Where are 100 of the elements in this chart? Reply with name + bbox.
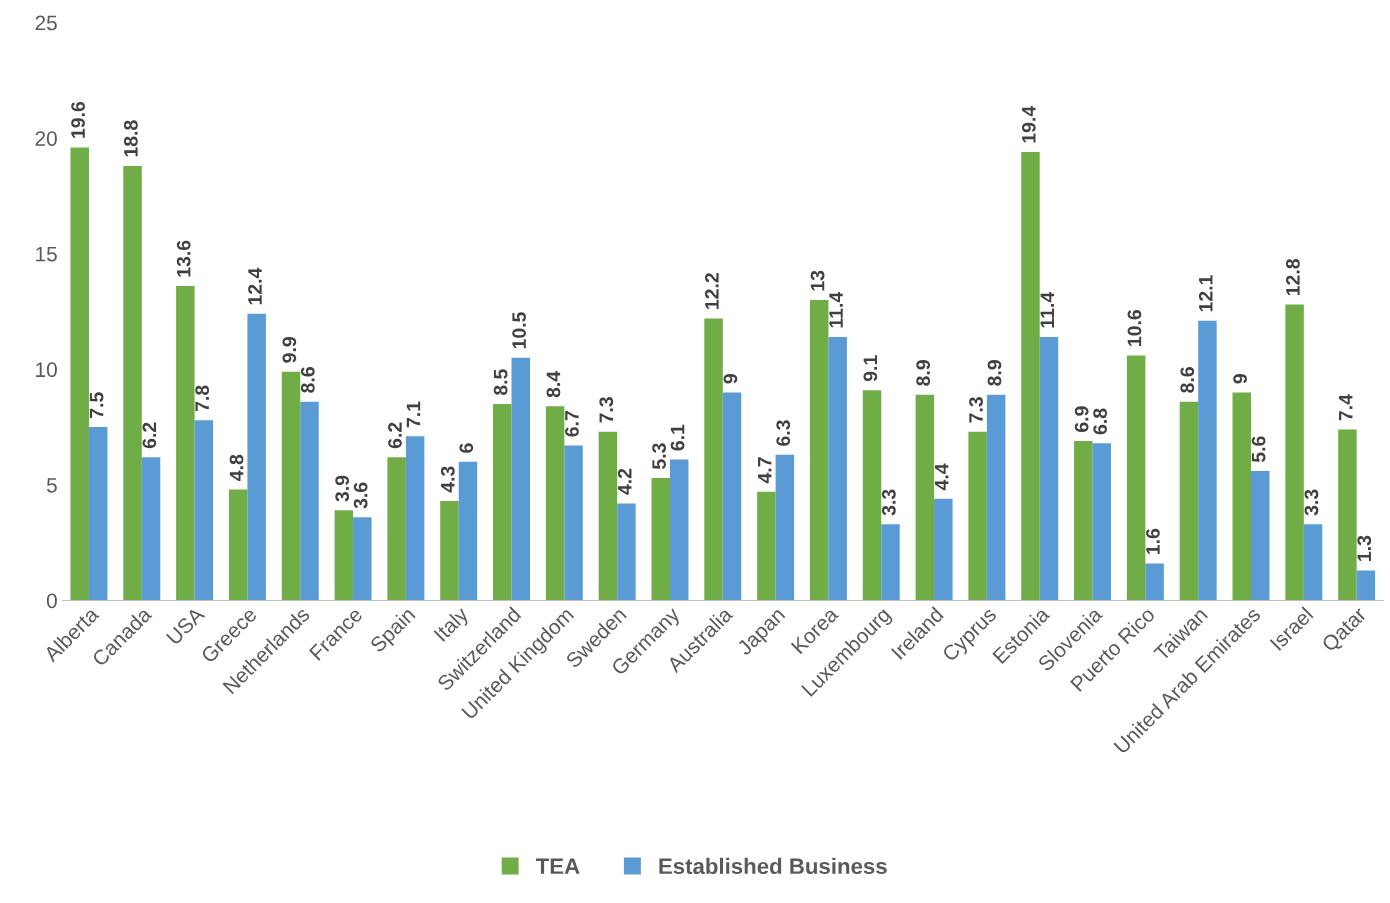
bar [228,489,248,601]
data-label: 3.6 [353,482,368,509]
bar [1198,320,1217,601]
bar [1232,392,1251,601]
bar [1039,336,1059,601]
y-tick-label: 15 [36,246,57,262]
bar [934,498,953,601]
bar [669,459,689,601]
data-label: 9 [723,374,738,384]
bar [598,431,618,601]
bar [511,357,531,601]
data-label: 7.1 [406,401,421,428]
bar [704,318,723,601]
data-label: 1.6 [1146,528,1160,554]
data-label: 7.4 [1339,394,1353,421]
bar [986,394,1006,601]
bar [545,406,565,601]
bar [564,445,583,601]
data-label: 3.3 [881,489,896,516]
data-label: 12.1 [1198,275,1213,312]
bar [194,420,214,601]
y-tick-label: 5 [46,478,57,493]
x-tick-label: USA [165,605,206,646]
bar [1092,443,1112,601]
data-label: 9.1 [863,355,878,382]
bar [881,524,900,601]
data-label: 11.4 [829,291,843,328]
bar [387,457,406,601]
data-label: 10.5 [512,312,526,349]
bar [1303,524,1323,601]
data-label: 7.8 [195,385,210,412]
bar [915,394,935,601]
data-label: 19.4 [1021,105,1036,143]
y-tick-label: 20 [35,131,57,146]
data-label: 4.2 [617,468,632,495]
bar [123,165,142,601]
bar [281,371,301,601]
data-label: 7.5 [89,392,104,418]
data-label: 3.9 [335,475,350,502]
bar [722,392,742,601]
data-label: 13 [810,270,825,291]
data-label: 12.8 [1286,259,1300,296]
y-tick-label: 10 [36,362,57,378]
bar [405,436,425,601]
bar [176,286,195,601]
data-label: 6 [459,443,474,453]
bar [493,404,512,601]
legend-label: Established Business [659,857,887,875]
bar [1126,355,1146,601]
bar [828,336,847,601]
data-label: 12.2 [705,273,719,309]
data-label: 8.4 [546,371,561,398]
bar [1251,471,1270,601]
legend-label: TEA [535,858,580,874]
data-label: 7.3 [599,397,614,423]
data-label: 6.2 [388,422,402,449]
y-tick-label: 25 [35,15,57,31]
bar [440,501,459,601]
data-label: 4.4 [934,463,949,491]
data-label: 6.8 [1093,408,1107,435]
y-tick-label: 0 [46,593,57,609]
bar [247,313,266,601]
data-label: 9 [1233,374,1247,384]
data-label: 8.9 [987,360,1002,386]
bar [1285,304,1304,601]
bar [141,457,161,601]
bar [1021,152,1040,601]
bar [809,299,829,601]
bar [968,431,987,601]
data-label: 13.6 [176,240,191,277]
data-label: 19.6 [71,101,85,138]
data-label: 1.3 [1357,535,1372,561]
data-label: 10.6 [1127,309,1142,346]
data-label: 4.3 [440,466,455,493]
data-label: 6.9 [1074,406,1089,432]
bar [1356,570,1376,601]
data-label: 6.7 [565,411,579,437]
bar [1179,401,1199,601]
bar [70,147,89,601]
data-label: 9.9 [282,337,297,363]
data-label: 4.7 [758,457,772,484]
bar [353,517,372,601]
bar [334,510,354,601]
data-label: 6.1 [670,424,685,451]
data-label: 6.3 [776,420,791,446]
bar [651,477,670,601]
bar [775,454,795,601]
bar [1145,563,1164,601]
bar [458,461,478,601]
data-label: 4.8 [229,454,244,481]
data-label: 3.3 [1304,489,1319,516]
data-label: 11.4 [1040,291,1054,328]
data-label: 12.4 [248,267,262,305]
data-label: 8.9 [916,360,931,386]
data-label: 7.3 [969,397,983,423]
bar [757,491,776,601]
data-label: 5.3 [652,443,666,470]
data-label: 8.5 [493,369,508,396]
data-label: 8.6 [1180,367,1195,393]
bar [1338,429,1357,601]
